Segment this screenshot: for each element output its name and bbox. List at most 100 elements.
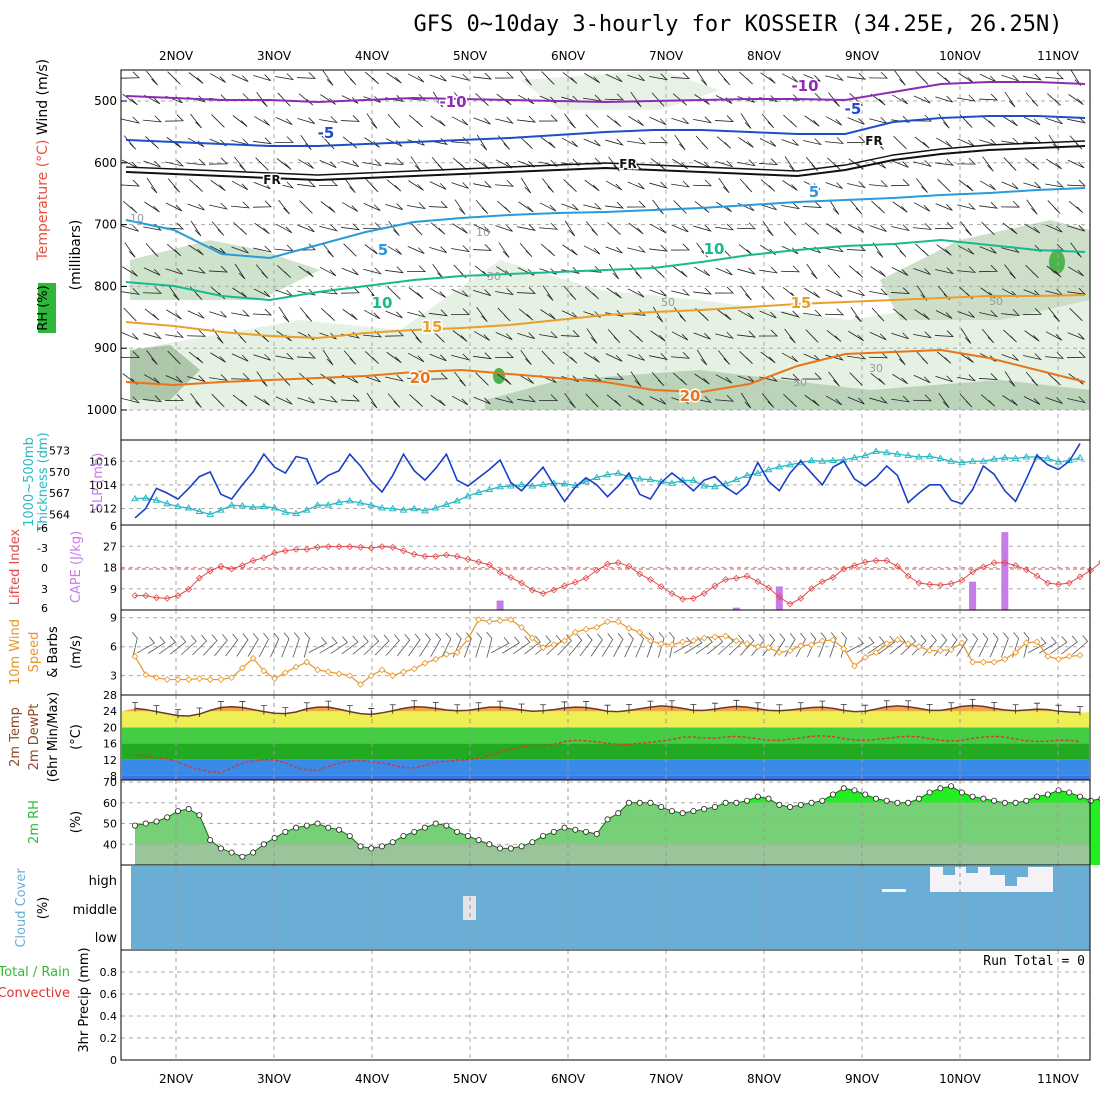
temp-band: [122, 775, 1089, 780]
rh-point: [164, 814, 171, 821]
wind-barb: [978, 265, 998, 273]
cape-tick: 6: [110, 520, 117, 533]
wind-barb: [849, 199, 863, 215]
wind-speed-point: [485, 618, 493, 625]
wind-barb: [695, 135, 709, 150]
rh-point: [851, 787, 858, 794]
wind-label-a: 10m Wind: [8, 619, 23, 685]
thickness-point: [743, 471, 751, 478]
lifted-index-point: [238, 562, 246, 569]
wind-barb: [452, 223, 468, 234]
thickness-point: [292, 509, 300, 517]
isotherm-label: -5: [318, 124, 335, 142]
temp-minmax-bar: [647, 700, 654, 711]
lifted-index-point: [271, 549, 278, 557]
thickness-point: [614, 469, 623, 476]
wind-barb: [520, 70, 532, 86]
thickness-point: [324, 501, 333, 508]
lifted-index-point: [389, 543, 397, 551]
rh-point: [905, 799, 912, 806]
temp-minmax-bar: [840, 703, 847, 714]
rh-point: [250, 849, 257, 856]
wind-barb: [624, 632, 634, 658]
wind-barb: [802, 201, 823, 209]
date-label-top: 11NOV: [1037, 49, 1079, 63]
rh-point: [432, 820, 439, 827]
wind-barb: [319, 116, 339, 124]
wind-barb: [1001, 288, 1019, 298]
wind-barb: [430, 288, 447, 298]
rh-point: [1077, 793, 1084, 800]
wind-barb: [1069, 307, 1083, 322]
precip-label-a: Total / Rain: [0, 965, 70, 980]
thickness-point: [882, 448, 891, 456]
wind-barb: [454, 199, 466, 215]
wind-barb: [900, 634, 917, 656]
wind-speed-point: [947, 646, 955, 653]
wind-barb: [231, 353, 249, 362]
rh-area-low: [135, 844, 1090, 865]
wind-barb: [428, 372, 448, 380]
precip-tick: 0: [110, 1054, 117, 1067]
isotherm-label: 10: [372, 294, 393, 312]
wind-barb: [740, 113, 752, 129]
wind-barb: [562, 72, 578, 84]
wind-barb: [561, 158, 581, 166]
temp-minmax-bar: [282, 707, 289, 717]
run-total: Run Total = 0: [983, 954, 1085, 969]
wind-barb: [364, 244, 380, 256]
wind-barb: [1026, 199, 1038, 215]
wind-barb: [210, 179, 226, 192]
cape-tick: 9: [110, 583, 117, 596]
wind-barb: [649, 181, 669, 189]
isotherm-15: [125, 294, 1086, 340]
wind-barb: [546, 634, 562, 656]
wind-barb: [1001, 354, 1019, 361]
lifted-index-point: [958, 576, 966, 584]
lifted-index-point: [153, 594, 160, 602]
wind-speed-point: [314, 666, 321, 674]
wind-barb: [715, 223, 735, 231]
wind-barb: [913, 374, 931, 384]
date-label-bottom: 6NOV: [551, 1072, 586, 1086]
wind-barb: [341, 223, 361, 231]
lifted-index-point: [507, 574, 515, 581]
wind-speed-point: [818, 637, 826, 645]
thickness-point: [818, 457, 827, 464]
wind-barb: [396, 633, 411, 657]
wind-barb: [626, 200, 646, 208]
wind-barb: [980, 394, 996, 407]
wind-barb: [892, 308, 908, 321]
temp-minmax-bar: [733, 699, 740, 710]
wind-barb: [760, 244, 776, 256]
temp-minmax-bar: [346, 705, 353, 715]
rh-point: [840, 785, 847, 792]
wind-barb: [805, 329, 819, 343]
wind-barb: [122, 93, 138, 106]
wind-barb: [869, 396, 889, 404]
wind-barb: [496, 373, 512, 385]
wind-barb: [649, 244, 669, 252]
lifted-index-point: [808, 585, 815, 592]
li-tick: 3: [41, 583, 48, 596]
wind-barb: [628, 115, 644, 127]
wind-barb: [979, 201, 999, 209]
lifted-index-point: [142, 592, 150, 599]
wind-speed-point: [969, 658, 977, 666]
upper-rh-label: RH (%): [36, 285, 51, 330]
rh-point: [948, 783, 955, 790]
lifted-index-point: [292, 546, 300, 553]
wind-barb: [1022, 308, 1042, 316]
wind-barb: [583, 374, 603, 382]
wind-barb: [856, 636, 875, 654]
wind-speed-point: [872, 649, 880, 656]
wind-barb: [891, 395, 911, 403]
wind-barb: [584, 72, 600, 84]
wind-barb: [1028, 636, 1047, 654]
wind-barb: [146, 70, 158, 86]
lifted-index-point: [818, 578, 826, 585]
wind-barb: [628, 395, 644, 406]
wind-barb: [475, 199, 489, 215]
wind-barb: [1045, 180, 1065, 188]
thickness-point: [238, 501, 247, 509]
